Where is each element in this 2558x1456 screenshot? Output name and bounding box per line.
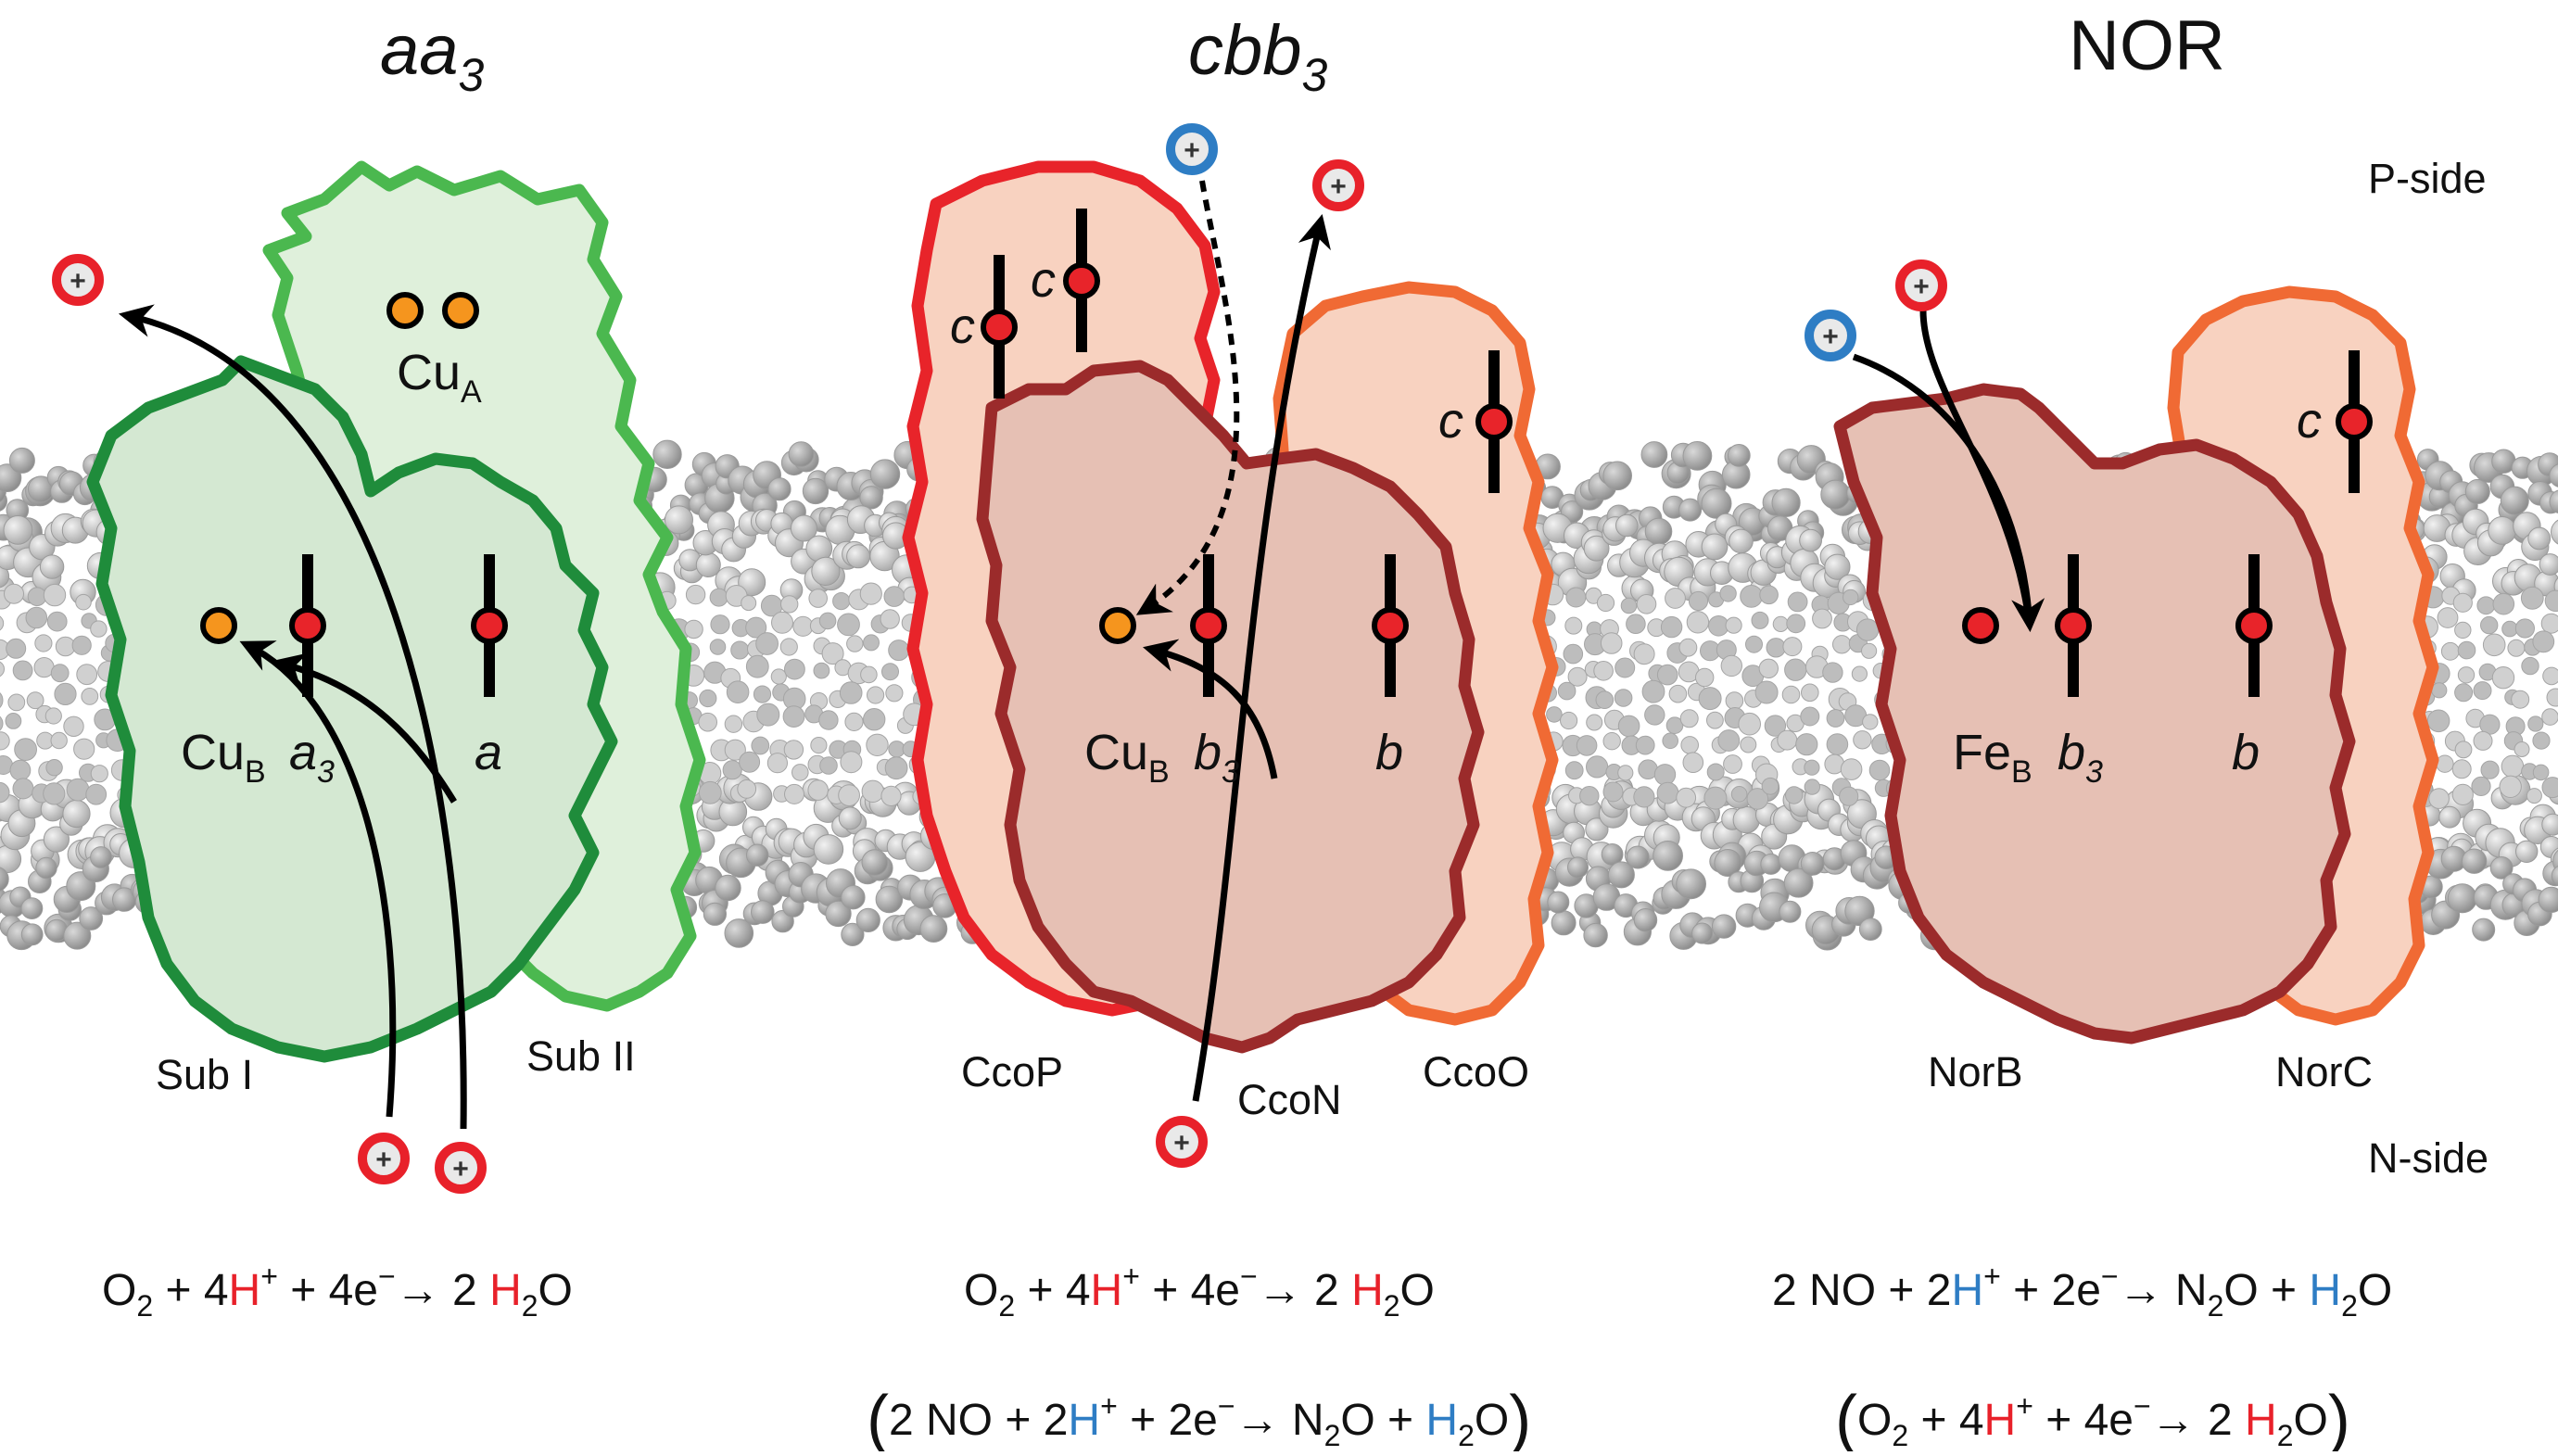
svg-text:+: +	[452, 1154, 469, 1184]
nor-complex: NOR c FeB b3 b NorB NorC	[1840, 6, 2433, 1095]
proton-cbb3-top-red: +	[1317, 164, 1360, 207]
aa3-title: aa3	[380, 11, 485, 101]
svg-text:(2 NO + 2H+ + 2e−→ N2O + H2O): (2 NO + 2H+ + 2e−→ N2O + H2O)	[867, 1383, 1531, 1451]
heme-b3-iron	[1193, 610, 1224, 641]
a-label: a	[475, 725, 502, 780]
norC-label: NorC	[2275, 1048, 2373, 1095]
equation-cbb3-secondary: (2 NO + 2H+ + 2e−→ N2O + H2O)	[867, 1383, 1531, 1451]
c3-label: c	[1438, 393, 1463, 449]
cbb3-cuB-site	[1102, 610, 1133, 641]
heme-a3-iron	[292, 610, 323, 641]
nor-heme-b-iron	[2238, 610, 2270, 641]
equation-cbb3-main: O2 + 4H+ + 4e−→ 2 H2O	[964, 1260, 1435, 1323]
svg-text:(O2 + 4H+ + 4e−→ 2 H2O): (O2 + 4H+ + 4e−→ 2 H2O)	[1835, 1383, 2350, 1451]
proton-nor-red: +	[1900, 264, 1943, 307]
cuA-site-left	[389, 295, 421, 326]
heme-a-iron	[474, 610, 505, 641]
cuB-site	[203, 610, 234, 641]
feB-site	[1965, 610, 1996, 641]
svg-text:O2 + 4H+ + 4e−→ 2 H2O: O2 + 4H+ + 4e−→ 2 H2O	[102, 1260, 573, 1323]
ccoP-label: CcoP	[961, 1048, 1063, 1095]
svg-text:+: +	[1184, 135, 1200, 166]
c1-label: c	[950, 298, 975, 354]
subunit-II-label: Sub II	[526, 1032, 636, 1080]
norB-shape	[1840, 389, 2349, 1038]
ccoN-label: CcoN	[1237, 1076, 1342, 1123]
svg-text:+: +	[70, 266, 86, 297]
heme-b-iron	[1374, 610, 1406, 641]
equation-aa3: O2 + 4H+ + 4e−→ 2 H2O	[102, 1260, 573, 1323]
proton-cbb3-blue: +	[1171, 128, 1213, 171]
proton-nor-blue: +	[1809, 314, 1852, 357]
equation-nor-secondary: (O2 + 4H+ + 4e−→ 2 H2O)	[1835, 1383, 2350, 1451]
nor-title: NOR	[2069, 6, 2225, 85]
heme-c2-iron	[1066, 265, 1097, 297]
cuA-site-right	[445, 295, 476, 326]
nor-heme-c-iron	[2338, 406, 2370, 437]
nor-c-label: c	[2297, 393, 2322, 449]
aa3-complex: aa3 CuA CuB a3 a Sub I Sub II	[93, 11, 700, 1129]
svg-text:+: +	[1822, 322, 1839, 352]
svg-text:O2 + 4H+ + 4e−→ 2 H2O: O2 + 4H+ + 4e−→ 2 H2O	[964, 1260, 1435, 1323]
ccoO-label: CcoO	[1423, 1048, 1529, 1095]
heme-c1-iron	[983, 311, 1015, 343]
svg-text:+: +	[1173, 1128, 1190, 1158]
cbb3-title: cbb3	[1188, 11, 1328, 101]
proton-aa3-bottom-right: +	[439, 1146, 482, 1189]
svg-text:+: +	[1913, 272, 1930, 302]
cbb3-complex: cbb3 c c c CuB b3 b CcoP CcoN CcoO	[908, 11, 1552, 1123]
nor-b-label: b	[2232, 725, 2260, 780]
svg-text:2 NO + 2H+ + 2e−→ N2O + H2O: 2 NO + 2H+ + 2e−→ N2O + H2O	[1772, 1260, 2392, 1323]
n-side-label: N-side	[2368, 1134, 2488, 1182]
norB-label: NorB	[1928, 1048, 2023, 1095]
c2-label: c	[1031, 252, 1056, 308]
svg-text:+: +	[1330, 171, 1347, 202]
svg-text:+: +	[375, 1145, 392, 1175]
equation-nor-main: 2 NO + 2H+ + 2e−→ N2O + H2O	[1772, 1260, 2392, 1323]
heme-c3-iron	[1478, 406, 1510, 437]
proton-aa3-bottom-left: +	[362, 1137, 405, 1180]
subunit-I-label: Sub I	[156, 1051, 253, 1098]
b-label: b	[1375, 725, 1403, 780]
proton-cbb3-bottom: +	[1160, 1120, 1203, 1163]
nor-heme-b3-iron	[2058, 610, 2089, 641]
proton-aa3-top: +	[57, 259, 99, 301]
p-side-label: P-side	[2368, 155, 2487, 202]
